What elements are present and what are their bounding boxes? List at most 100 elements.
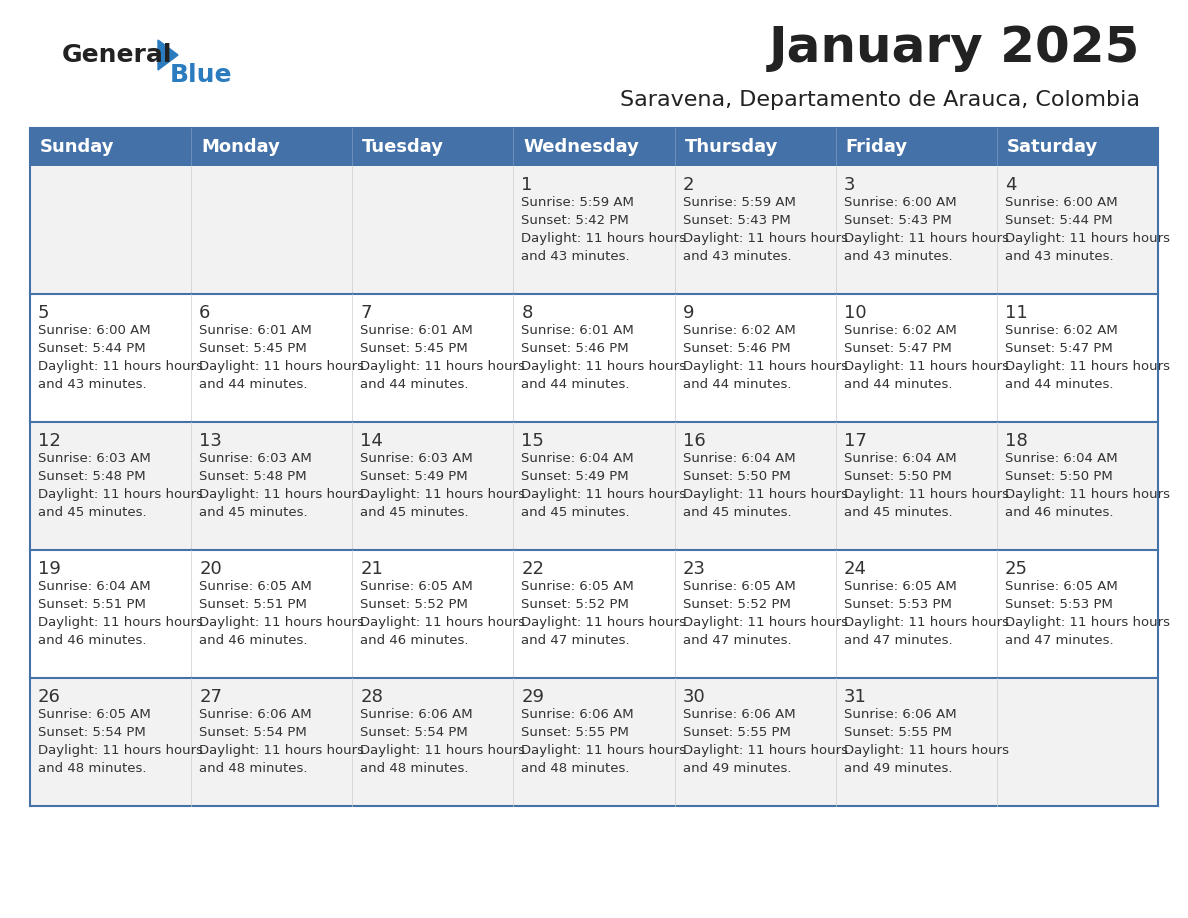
Text: 11: 11 [1005,304,1028,322]
Text: 26: 26 [38,688,61,706]
FancyBboxPatch shape [191,166,353,294]
Text: Sunrise: 6:01 AM: Sunrise: 6:01 AM [522,324,634,337]
Text: Sunrise: 6:05 AM: Sunrise: 6:05 AM [683,580,795,593]
Text: Sunrise: 6:02 AM: Sunrise: 6:02 AM [843,324,956,337]
Text: and 46 minutes.: and 46 minutes. [38,634,146,647]
FancyBboxPatch shape [191,422,353,550]
Text: Sunrise: 6:06 AM: Sunrise: 6:06 AM [683,708,795,721]
FancyBboxPatch shape [513,422,675,550]
Text: 30: 30 [683,688,706,706]
Text: Daylight: 11 hours hours: Daylight: 11 hours hours [522,360,687,373]
Text: Friday: Friday [846,138,908,156]
Text: Sunset: 5:42 PM: Sunset: 5:42 PM [522,214,630,227]
FancyBboxPatch shape [191,294,353,422]
Text: Sunrise: 6:01 AM: Sunrise: 6:01 AM [360,324,473,337]
Text: Sunrise: 6:03 AM: Sunrise: 6:03 AM [38,452,151,465]
FancyBboxPatch shape [675,294,835,422]
Text: Thursday: Thursday [684,138,778,156]
Text: Sunrise: 6:03 AM: Sunrise: 6:03 AM [200,452,312,465]
FancyBboxPatch shape [675,550,835,678]
Text: and 45 minutes.: and 45 minutes. [38,506,146,519]
Text: Daylight: 11 hours hours: Daylight: 11 hours hours [522,232,687,245]
Text: Daylight: 11 hours hours: Daylight: 11 hours hours [38,488,203,501]
Text: 5: 5 [38,304,50,322]
Text: Daylight: 11 hours hours: Daylight: 11 hours hours [683,360,847,373]
FancyBboxPatch shape [997,422,1158,550]
Text: Sunset: 5:48 PM: Sunset: 5:48 PM [38,470,146,483]
Text: Daylight: 11 hours hours: Daylight: 11 hours hours [360,488,525,501]
Text: and 44 minutes.: and 44 minutes. [843,378,953,391]
Text: Sunset: 5:46 PM: Sunset: 5:46 PM [522,342,630,355]
FancyBboxPatch shape [513,550,675,678]
Text: Sunrise: 6:00 AM: Sunrise: 6:00 AM [38,324,151,337]
Text: Sunset: 5:50 PM: Sunset: 5:50 PM [683,470,790,483]
Text: 16: 16 [683,432,706,450]
Text: Blue: Blue [170,63,233,87]
Text: Sunset: 5:50 PM: Sunset: 5:50 PM [1005,470,1113,483]
Text: and 43 minutes.: and 43 minutes. [1005,250,1113,263]
Text: Sunrise: 6:05 AM: Sunrise: 6:05 AM [843,580,956,593]
Text: Sunset: 5:44 PM: Sunset: 5:44 PM [38,342,146,355]
FancyBboxPatch shape [191,550,353,678]
Text: 23: 23 [683,560,706,578]
FancyBboxPatch shape [997,678,1158,806]
Text: and 47 minutes.: and 47 minutes. [1005,634,1113,647]
Text: Sunset: 5:55 PM: Sunset: 5:55 PM [683,726,790,739]
FancyBboxPatch shape [353,678,513,806]
Text: Daylight: 11 hours hours: Daylight: 11 hours hours [522,744,687,757]
Text: Daylight: 11 hours hours: Daylight: 11 hours hours [683,744,847,757]
FancyBboxPatch shape [675,128,835,166]
Text: Saravena, Departamento de Arauca, Colombia: Saravena, Departamento de Arauca, Colomb… [620,90,1140,110]
Text: Sunset: 5:53 PM: Sunset: 5:53 PM [843,598,952,611]
Text: 24: 24 [843,560,867,578]
Text: Sunset: 5:47 PM: Sunset: 5:47 PM [843,342,952,355]
Text: 25: 25 [1005,560,1028,578]
Text: Daylight: 11 hours hours: Daylight: 11 hours hours [360,744,525,757]
Text: 28: 28 [360,688,384,706]
Text: Sunset: 5:52 PM: Sunset: 5:52 PM [683,598,790,611]
Text: Daylight: 11 hours hours: Daylight: 11 hours hours [200,616,365,629]
Text: Sunrise: 6:05 AM: Sunrise: 6:05 AM [38,708,151,721]
FancyBboxPatch shape [997,128,1158,166]
Text: 21: 21 [360,560,384,578]
Text: Sunrise: 6:05 AM: Sunrise: 6:05 AM [200,580,312,593]
Text: Sunset: 5:45 PM: Sunset: 5:45 PM [360,342,468,355]
FancyBboxPatch shape [30,128,191,166]
Text: and 46 minutes.: and 46 minutes. [1005,506,1113,519]
FancyBboxPatch shape [675,166,835,294]
FancyBboxPatch shape [997,550,1158,678]
Text: Sunset: 5:54 PM: Sunset: 5:54 PM [38,726,146,739]
Text: 19: 19 [38,560,61,578]
Text: Daylight: 11 hours hours: Daylight: 11 hours hours [38,616,203,629]
FancyBboxPatch shape [30,294,191,422]
Text: Sunrise: 6:05 AM: Sunrise: 6:05 AM [360,580,473,593]
Text: and 48 minutes.: and 48 minutes. [200,762,308,775]
Text: 1: 1 [522,176,532,194]
Text: and 44 minutes.: and 44 minutes. [522,378,630,391]
Text: 10: 10 [843,304,866,322]
FancyBboxPatch shape [353,294,513,422]
FancyBboxPatch shape [835,294,997,422]
Text: Sunset: 5:55 PM: Sunset: 5:55 PM [843,726,952,739]
Text: and 48 minutes.: and 48 minutes. [522,762,630,775]
Text: Sunrise: 6:04 AM: Sunrise: 6:04 AM [683,452,795,465]
Text: Sunset: 5:51 PM: Sunset: 5:51 PM [38,598,146,611]
Text: Monday: Monday [201,138,280,156]
FancyBboxPatch shape [835,550,997,678]
Text: and 43 minutes.: and 43 minutes. [522,250,630,263]
Text: Daylight: 11 hours hours: Daylight: 11 hours hours [38,360,203,373]
FancyBboxPatch shape [513,166,675,294]
Text: 18: 18 [1005,432,1028,450]
Text: 4: 4 [1005,176,1017,194]
Text: Daylight: 11 hours hours: Daylight: 11 hours hours [1005,232,1170,245]
Text: Daylight: 11 hours hours: Daylight: 11 hours hours [522,488,687,501]
Text: and 46 minutes.: and 46 minutes. [360,634,469,647]
Text: Sunset: 5:54 PM: Sunset: 5:54 PM [200,726,307,739]
Text: Tuesday: Tuesday [362,138,444,156]
Text: 22: 22 [522,560,544,578]
Text: Sunrise: 6:01 AM: Sunrise: 6:01 AM [200,324,312,337]
Text: and 45 minutes.: and 45 minutes. [843,506,953,519]
FancyBboxPatch shape [191,678,353,806]
Text: and 44 minutes.: and 44 minutes. [1005,378,1113,391]
Text: Sunrise: 6:06 AM: Sunrise: 6:06 AM [360,708,473,721]
